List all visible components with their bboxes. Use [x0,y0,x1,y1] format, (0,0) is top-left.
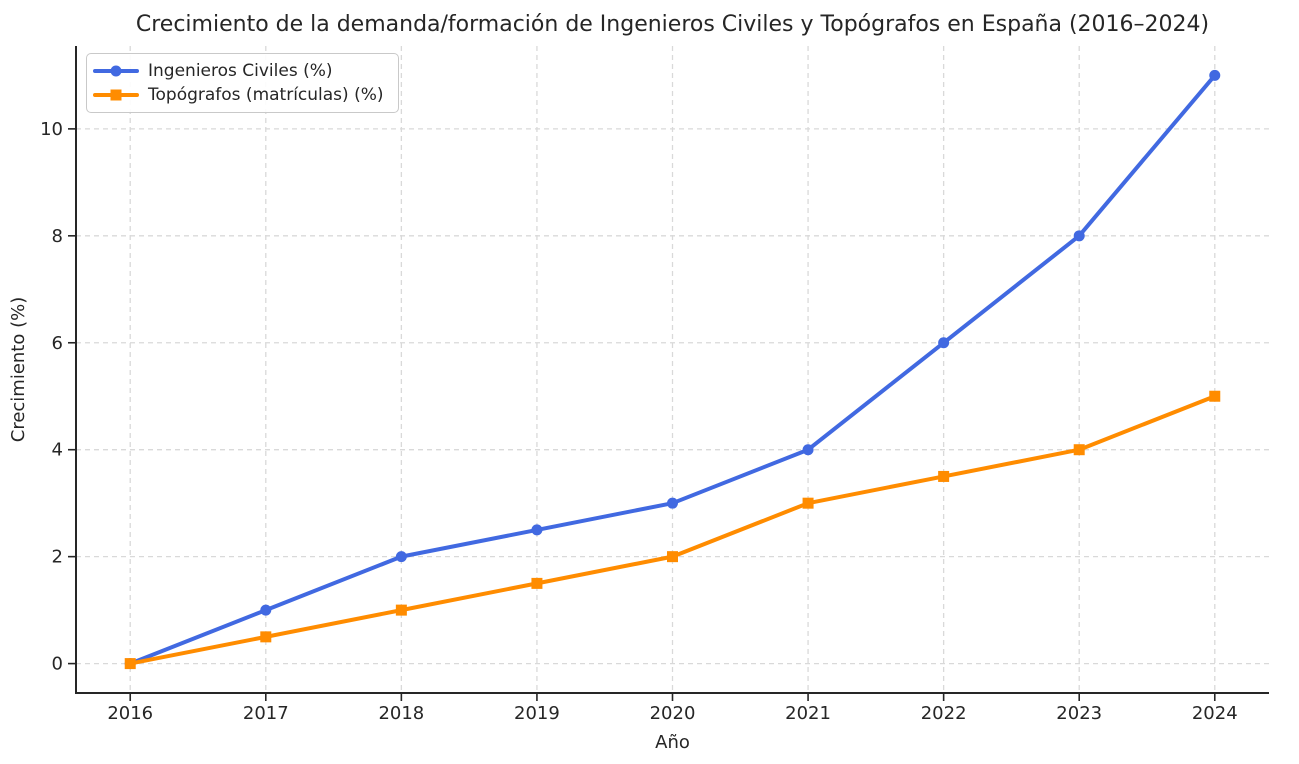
x-tick-label: 2019 [514,703,560,724]
data-point-marker [667,497,678,509]
x-tick-label: 2021 [785,703,831,724]
legend-item-topografos: Topógrafos (matrículas) (%) [93,83,388,107]
data-point-marker [260,604,272,616]
data-point-marker [1209,69,1221,81]
data-point-marker [802,497,814,509]
x-tick-label: 2016 [107,703,153,724]
x-tick-label: 2023 [1056,703,1102,724]
y-axis-label: Crecimiento (%) [8,297,29,443]
legend-line-circle-icon [93,65,139,77]
chart-title: Crecimiento de la demanda/formación de I… [136,12,1209,37]
data-point-marker [667,551,678,563]
y-tick-label: 6 [52,333,63,354]
legend-label: Ingenieros Civiles (%) [148,61,333,81]
data-point-marker [260,631,272,643]
data-point-marker [938,337,950,349]
data-point-marker [531,577,543,589]
x-tick-label: 2020 [650,703,696,724]
legend-line-square-icon [93,89,139,101]
data-point-marker [395,551,407,563]
y-tick-label: 2 [52,547,63,568]
x-tick-label: 2024 [1192,703,1238,724]
y-tick-label: 4 [52,440,63,461]
data-point-marker [802,444,814,456]
data-point-marker [531,524,543,536]
data-point-marker [938,470,950,482]
y-tick-label: 10 [40,119,63,140]
legend: Ingenieros Civiles (%) Topógrafos (matrí… [86,53,399,113]
data-point-marker [124,658,136,670]
legend-label: Topógrafos (matrículas) (%) [148,85,384,105]
legend-item-ingenieros: Ingenieros Civiles (%) [93,59,388,83]
data-point-marker [395,604,407,616]
y-tick-label: 0 [52,654,63,675]
x-tick-label: 2022 [921,703,967,724]
x-tick-label: 2017 [243,703,289,724]
y-tick-label: 8 [52,226,63,247]
data-point-marker [1073,230,1085,242]
data-point-marker [1209,390,1221,402]
data-point-marker [1073,444,1085,456]
x-axis-label: Año [655,732,690,753]
x-tick-label: 2018 [378,703,424,724]
